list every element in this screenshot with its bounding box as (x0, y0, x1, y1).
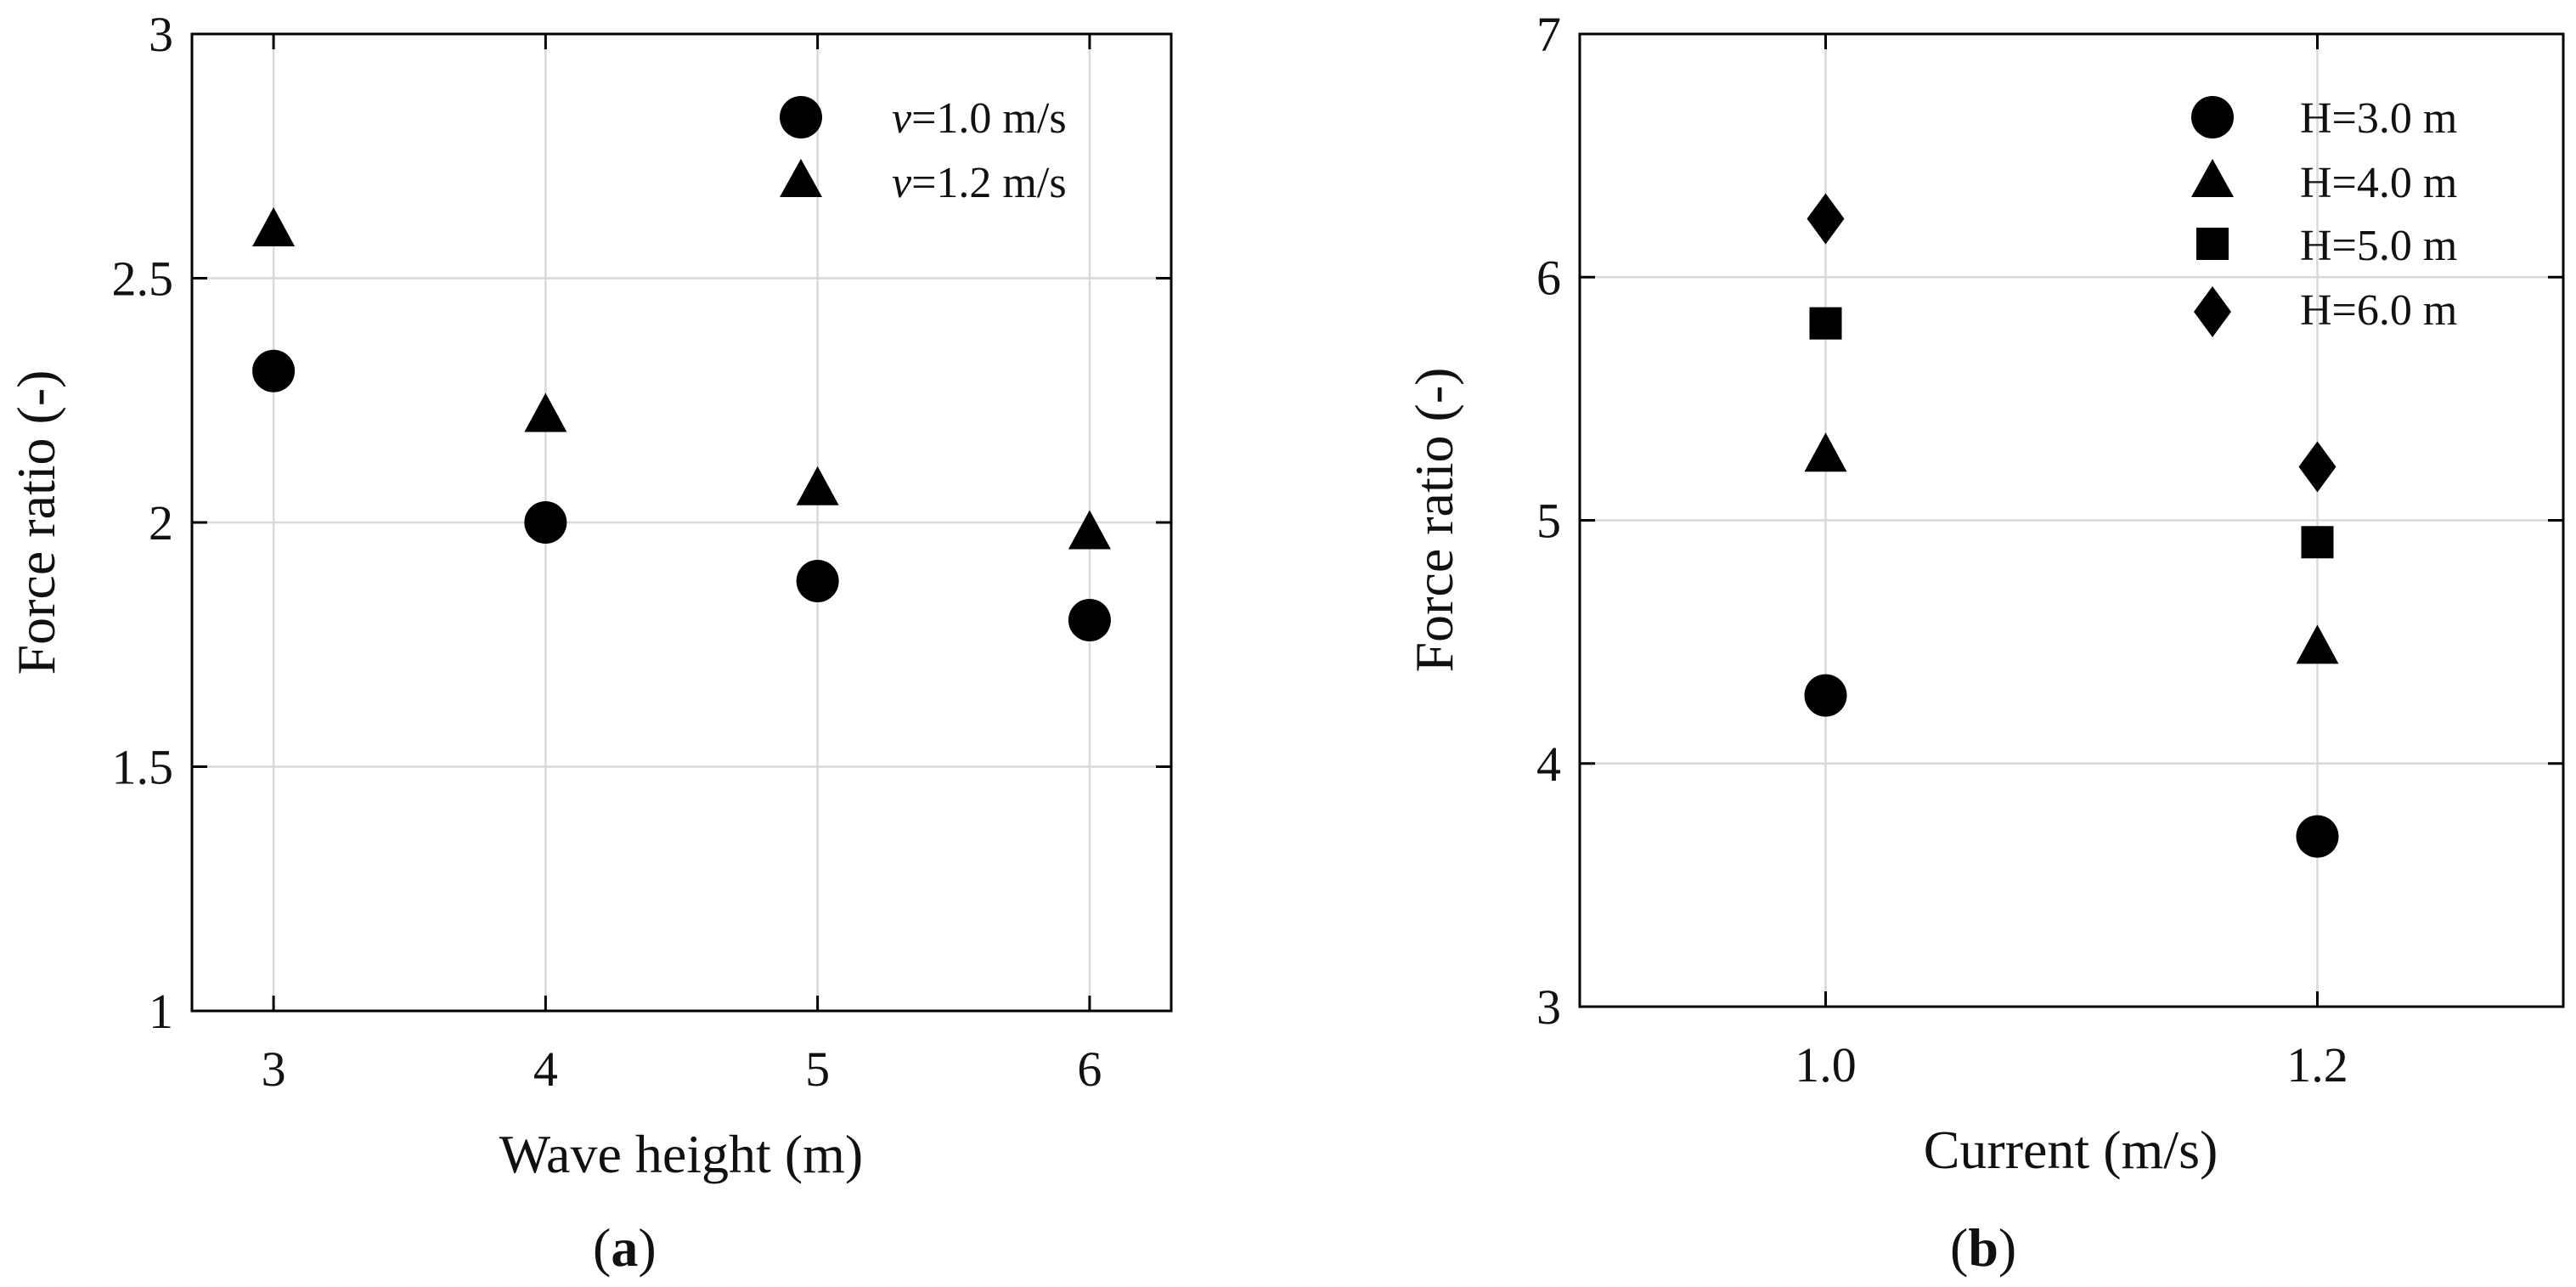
legend-label-v-1-2: v=1.2 m/s (892, 159, 1067, 207)
panel-a-y-tick-label: 2 (149, 495, 173, 550)
panel-a-y-tick-label: 1 (149, 984, 173, 1039)
panel-a-x-tick-label: 4 (533, 1041, 558, 1097)
panel-a-point-triangle (796, 466, 839, 505)
panel-a-ticks: 3 4 5 6 1 1.5 2 2.5 3 (112, 7, 1171, 1097)
panel-a-point-circle (1068, 599, 1111, 641)
legend-label-v-1-0: v=1.0 m/s (892, 94, 1067, 143)
panel-a-close-paren: ) (638, 1217, 656, 1278)
panel-a-chart: 3 4 5 6 1 1.5 2 2.5 3 Wave height (m) Force rati… (6, 7, 1173, 1278)
panel-b-point-circle (1804, 674, 1847, 717)
panel-b-point-diamond (1807, 193, 1845, 245)
panel-a-letter: a (611, 1217, 638, 1278)
panel-a-x-tick-label: 3 (262, 1041, 286, 1097)
panel-b-point-square (2301, 526, 2334, 559)
panel-a-point-triangle (252, 207, 296, 246)
panel-b-y-tick-label: 3 (1536, 979, 1561, 1035)
panel-b-point-diamond (2298, 441, 2336, 493)
legend-label-h-3: H=3.0 m (2300, 94, 2457, 143)
panel-b-x-tick-label: 1.0 (1795, 1037, 1857, 1092)
legend-circle-icon (2191, 96, 2234, 138)
panel-b-ticks: 1.0 1.2 3 4 5 6 7 (1536, 7, 2563, 1092)
panel-b-point-circle (2296, 815, 2339, 858)
legend-triangle-icon (2191, 159, 2234, 197)
panel-a-label: (a) (593, 1217, 657, 1278)
panel-a-point-circle (252, 349, 296, 392)
legend-label-v-1-2-rest: =1.2 m/s (911, 159, 1066, 207)
legend-diamond-icon (2194, 286, 2231, 337)
panel-b-open-paren: ( (1950, 1217, 1968, 1278)
panel-a-x-axis-label: Wave height (m) (499, 1124, 863, 1184)
panel-a-x-tick-label: 5 (805, 1041, 830, 1097)
panel-b-point-triangle (1804, 432, 1847, 472)
panel-b-point-triangle (2296, 624, 2339, 664)
panel-b-y-axis-label: Force ratio (-) (1404, 368, 1464, 673)
panel-b-close-paren: ) (1998, 1217, 2016, 1278)
legend-label-h-5: H=5.0 m (2300, 222, 2457, 270)
panel-a-marks (252, 207, 1111, 641)
panel-a-y-tick-label: 2.5 (112, 251, 174, 307)
panel-a-y-tick-label: 3 (149, 7, 173, 62)
legend-label-v-1-0-italic: v (892, 94, 912, 143)
legend-circle-icon (780, 96, 822, 138)
panel-b-y-tick-label: 7 (1536, 7, 1561, 62)
panel-a-legend: v=1.0 m/s v=1.2 m/s (780, 94, 1067, 207)
panel-b-chart: 1.0 1.2 3 4 5 6 7 Current (m/s) Force ratio (-… (1404, 7, 2565, 1278)
panel-b-y-tick-label: 4 (1536, 737, 1561, 792)
legend-square-icon (2196, 228, 2229, 260)
panel-a-y-axis-label: Force ratio (-) (6, 370, 66, 675)
panel-b-legend: H=3.0 m H=4.0 m H=5.0 m H=6.0 m (2191, 94, 2457, 337)
panel-a-open-paren: ( (593, 1217, 611, 1278)
legend-label-v-1-0-rest: =1.0 m/s (911, 94, 1066, 143)
panel-b-x-axis-label: Current (m/s) (1924, 1120, 2218, 1180)
panel-a-point-circle (524, 501, 567, 544)
panel-b-label: (b) (1950, 1217, 2016, 1278)
legend-label-h-4: H=4.0 m (2300, 159, 2457, 207)
panel-a-point-circle (796, 559, 839, 602)
panel-b-point-square (1809, 307, 1842, 340)
panel-b-x-tick-label: 1.2 (2286, 1037, 2348, 1092)
panel-b-letter: b (1968, 1217, 1998, 1278)
panel-a-point-triangle (524, 392, 567, 432)
panel-b-marks (1804, 193, 2339, 858)
legend-label-v-1-2-italic: v (892, 159, 912, 207)
panel-a-point-triangle (1068, 510, 1111, 550)
panel-a-y-tick-label: 1.5 (112, 740, 174, 795)
legend-triangle-icon (780, 159, 822, 197)
panel-a-x-tick-label: 6 (1077, 1041, 1102, 1097)
panel-b-y-tick-label: 6 (1536, 250, 1561, 305)
legend-label-h-6: H=6.0 m (2300, 286, 2457, 335)
panel-b-y-tick-label: 5 (1536, 494, 1561, 549)
